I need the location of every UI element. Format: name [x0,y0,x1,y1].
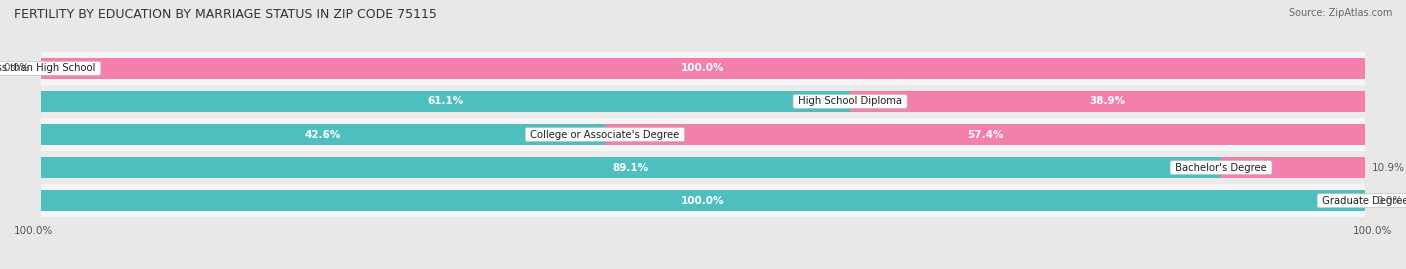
Text: Bachelor's Degree: Bachelor's Degree [1173,162,1270,173]
Text: Source: ZipAtlas.com: Source: ZipAtlas.com [1288,8,1392,18]
Bar [41,190,1365,211]
Bar [41,85,1365,118]
Text: 100.0%: 100.0% [14,225,53,236]
Bar [41,58,1365,79]
Bar [605,124,1365,145]
Bar [41,151,1365,184]
Bar [851,91,1365,112]
Bar [41,184,1365,217]
Text: College or Associate's Degree: College or Associate's Degree [527,129,683,140]
Text: FERTILITY BY EDUCATION BY MARRIAGE STATUS IN ZIP CODE 75115: FERTILITY BY EDUCATION BY MARRIAGE STATU… [14,8,437,21]
Bar [41,124,605,145]
Text: High School Diploma: High School Diploma [794,96,905,107]
Text: 38.9%: 38.9% [1090,96,1126,107]
Text: Less than High School: Less than High School [0,63,98,73]
Text: 100.0%: 100.0% [682,196,724,206]
Text: 100.0%: 100.0% [1353,225,1392,236]
Text: 10.9%: 10.9% [1372,162,1405,173]
Bar [41,157,1220,178]
Text: 42.6%: 42.6% [305,129,340,140]
Text: 89.1%: 89.1% [613,162,648,173]
Text: 0.0%: 0.0% [1376,196,1402,206]
Bar [41,91,851,112]
Bar [41,118,1365,151]
Text: Graduate Degree: Graduate Degree [1319,196,1406,206]
Text: 100.0%: 100.0% [682,63,724,73]
Bar [1220,157,1365,178]
Bar [41,52,1365,85]
Text: 61.1%: 61.1% [427,96,464,107]
Text: 57.4%: 57.4% [967,129,1004,140]
Text: 0.0%: 0.0% [4,63,30,73]
